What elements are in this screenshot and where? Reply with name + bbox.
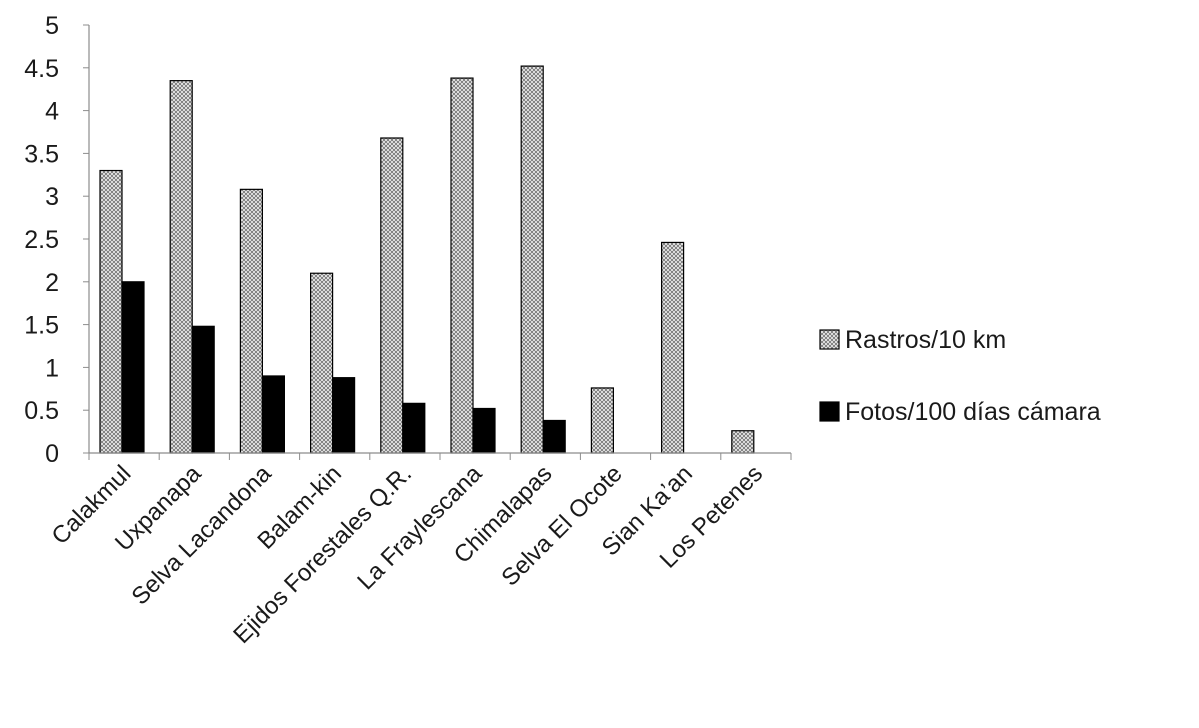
y-axis-ticks: 0 0.5 1 1.5 2 2.5 3 3.5 4 4.5 5 xyxy=(24,12,89,468)
bar-fotos xyxy=(542,419,566,454)
axes xyxy=(88,25,792,460)
bar-rastros xyxy=(520,65,544,454)
y-tick-label: 4.5 xyxy=(24,55,59,83)
bar-rastros xyxy=(99,169,123,454)
bar-rastros xyxy=(731,430,755,454)
y-tick-label: 3.5 xyxy=(24,140,59,168)
x-category-label: Selva El Ocote xyxy=(496,460,627,591)
y-tick-label: 3 xyxy=(45,183,59,211)
bar-rastros xyxy=(239,188,263,454)
y-tick-label: 2 xyxy=(45,269,59,297)
y-tick-label: 0.5 xyxy=(24,397,59,425)
bar-fotos xyxy=(261,375,285,454)
legend-swatch-rastros xyxy=(819,329,840,350)
bar-rastros xyxy=(660,241,685,454)
bar-fotos xyxy=(402,402,426,454)
bar-rastros xyxy=(380,137,404,454)
y-tick-label: 4 xyxy=(45,98,59,126)
bar-rastros xyxy=(590,387,615,454)
bar-fotos xyxy=(332,377,356,454)
bar-rastros xyxy=(169,80,193,454)
y-tick-label: 1 xyxy=(45,354,59,382)
bar-fotos xyxy=(191,325,215,454)
bar-fotos xyxy=(472,407,496,454)
legend: Rastros/10 km Fotos/100 días cámara xyxy=(819,326,1101,426)
bars xyxy=(99,65,755,454)
y-tick-label: 1.5 xyxy=(24,312,59,340)
bar-rastros xyxy=(450,77,474,454)
legend-label-rastros: Rastros/10 km xyxy=(845,326,1006,354)
x-category-label: La Fraylescana xyxy=(352,460,488,596)
bar-rastros xyxy=(310,272,334,454)
y-tick-label: 5 xyxy=(45,12,59,40)
legend-swatch-fotos xyxy=(819,401,840,422)
y-tick-label: 2.5 xyxy=(24,226,59,254)
y-tick-label: 0 xyxy=(45,440,59,468)
legend-label-fotos: Fotos/100 días cámara xyxy=(845,398,1101,426)
bar-fotos xyxy=(121,281,145,454)
